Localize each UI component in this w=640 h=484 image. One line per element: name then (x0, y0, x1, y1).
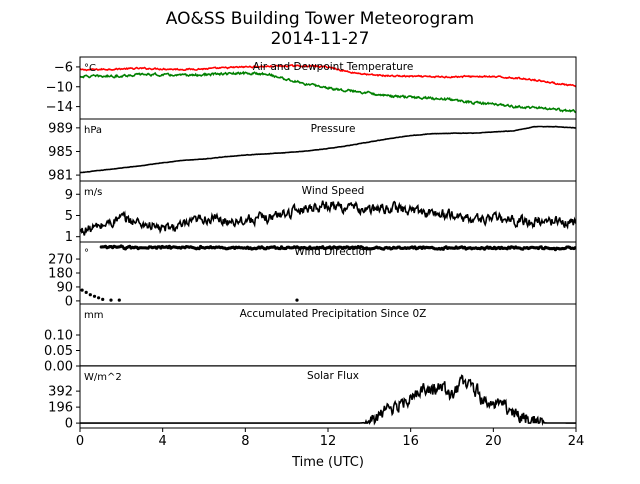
chart-subtitle: 2014-11-27 (271, 29, 370, 49)
panel-title: Wind Direction (294, 246, 371, 258)
y-tick-label: 0.10 (44, 329, 73, 344)
x-axis-label: Time (UTC) (291, 455, 364, 470)
y-tick-label: 270 (48, 253, 73, 268)
y-tick-label: 392 (48, 385, 73, 400)
series-line (80, 64, 576, 88)
y-tick-label: 989 (48, 121, 73, 136)
x-tick-label: 16 (402, 434, 419, 449)
panel-title: Pressure (311, 123, 356, 135)
panel-data (80, 125, 576, 174)
y-tick-label: 985 (48, 145, 73, 160)
y-tick-label: 981 (48, 169, 73, 184)
x-tick-label: 12 (320, 434, 337, 449)
data-point (295, 298, 299, 302)
x-axis: 0 4 8 12 16 20 24 (76, 428, 584, 449)
series-line (80, 70, 576, 114)
y-tick-label: −6 (54, 60, 73, 75)
panel-unit-label: ° (84, 248, 89, 259)
x-tick-label: 8 (241, 434, 249, 449)
panel-pressure: 981 985 989 hPa Pressure (48, 118, 577, 184)
y-tick-label: 5 (65, 209, 73, 224)
series-line (80, 200, 576, 236)
y-tick-label: 9 (65, 188, 73, 203)
panel-unit-label: W/m^2 (84, 372, 122, 383)
x-tick-label: 4 (159, 434, 167, 449)
panel-wind: 1 5 9 m/s Wind Speed (65, 180, 577, 245)
x-tick-label: 20 (485, 434, 502, 449)
panel-unit-label: °C (84, 63, 96, 74)
panel-title: Wind Speed (302, 185, 365, 197)
panel-data (80, 64, 576, 114)
panel-data (80, 200, 576, 236)
y-tick-label: 196 (48, 401, 73, 416)
panels-group: −6 −10 −14 °C Air and Dewpoint Temperature 98… (44, 56, 577, 432)
panel-unit-label: hPa (84, 125, 102, 136)
panel-title: Solar Flux (307, 370, 359, 382)
panel-unit-label: m/s (84, 187, 102, 198)
y-tick-label: 1 (65, 230, 73, 245)
data-point (92, 294, 97, 298)
panel-data (80, 374, 576, 427)
x-tick-label: 0 (76, 434, 84, 449)
y-tick-label: 90 (56, 280, 73, 295)
series-line (80, 374, 576, 427)
chart-title: AO&SS Building Tower Meteorogram (166, 9, 474, 29)
data-point (97, 296, 101, 300)
y-tick-label: −14 (46, 100, 73, 115)
data-point (573, 246, 576, 250)
panel-title: Accumulated Precipitation Since 0Z (240, 308, 427, 320)
panel-temp: −6 −10 −14 °C Air and Dewpoint Temperature (46, 56, 577, 120)
y-tick-label: −10 (46, 80, 73, 95)
data-point (117, 298, 121, 302)
panel-data (80, 244, 576, 302)
y-tick-label: 0.00 (44, 360, 73, 375)
y-tick-label: 0 (65, 417, 73, 432)
data-point (101, 297, 105, 301)
series-line (80, 125, 576, 174)
data-point (109, 298, 113, 302)
data-point (84, 290, 88, 294)
data-point (80, 288, 84, 292)
panel-unit-label: mm (84, 310, 103, 321)
data-point (88, 293, 92, 297)
y-tick-label: 0.05 (44, 344, 73, 359)
panel-precip: 0.000.050.10 mm Accumulated Precipitation … (44, 303, 577, 375)
y-tick-label: 180 (48, 267, 73, 282)
y-tick-label: 0 (65, 294, 73, 309)
x-tick-label: 24 (568, 434, 585, 449)
panel-title: Air and Dewpoint Temperature (253, 61, 414, 73)
